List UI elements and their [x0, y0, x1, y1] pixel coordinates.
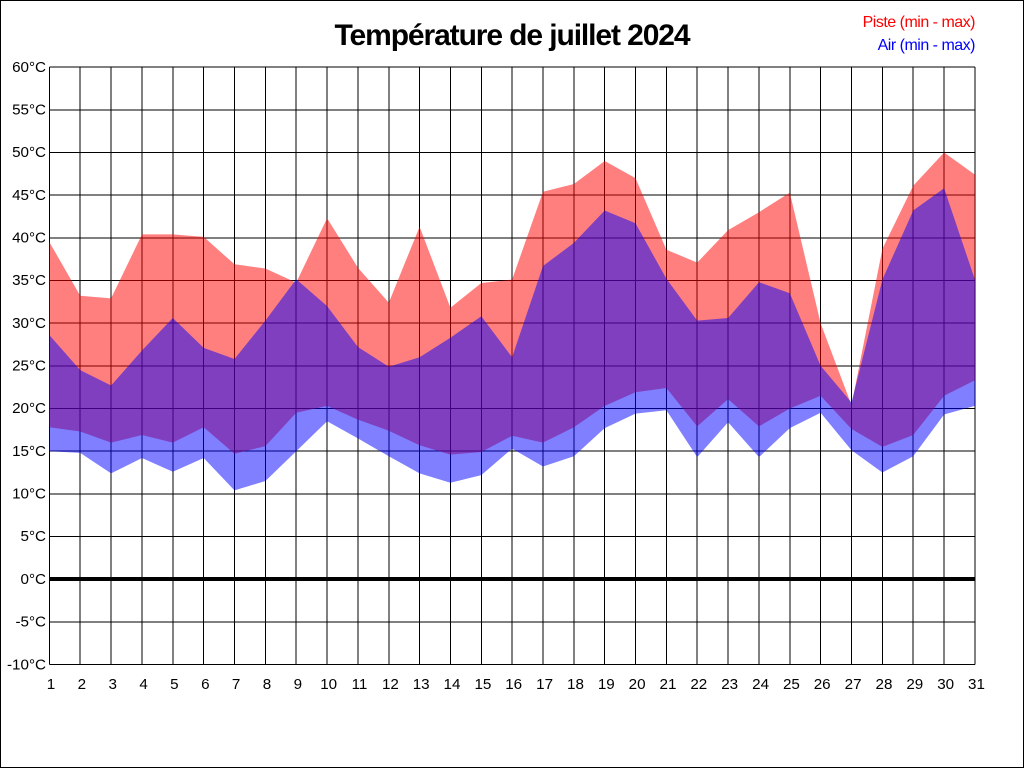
- svg-text:25: 25: [783, 676, 800, 693]
- svg-text:55°C: 55°C: [12, 102, 46, 119]
- svg-text:35°C: 35°C: [12, 272, 46, 289]
- svg-text:4: 4: [139, 676, 147, 693]
- svg-text:2: 2: [78, 676, 86, 693]
- svg-text:15: 15: [474, 676, 491, 693]
- svg-text:-5°C: -5°C: [15, 614, 46, 631]
- svg-text:17: 17: [536, 676, 553, 693]
- svg-text:40°C: 40°C: [12, 230, 46, 247]
- svg-text:19: 19: [598, 676, 615, 693]
- svg-text:25°C: 25°C: [12, 358, 46, 375]
- svg-text:10°C: 10°C: [12, 486, 46, 503]
- svg-text:31: 31: [968, 676, 985, 693]
- svg-text:27: 27: [845, 676, 862, 693]
- svg-text:7: 7: [232, 676, 240, 693]
- svg-text:14: 14: [444, 676, 461, 693]
- svg-text:30°C: 30°C: [12, 315, 46, 332]
- svg-text:8: 8: [263, 676, 271, 693]
- svg-text:16: 16: [505, 676, 522, 693]
- svg-text:22: 22: [690, 676, 707, 693]
- svg-text:1: 1: [47, 676, 55, 693]
- svg-text:28: 28: [876, 676, 893, 693]
- svg-text:5: 5: [170, 676, 178, 693]
- svg-text:Air (min - max): Air (min - max): [878, 37, 976, 54]
- svg-text:11: 11: [352, 676, 368, 693]
- svg-text:20: 20: [629, 676, 646, 693]
- svg-text:20°C: 20°C: [12, 400, 46, 417]
- svg-text:0°C: 0°C: [21, 571, 47, 588]
- svg-text:45°C: 45°C: [12, 187, 46, 204]
- svg-text:23: 23: [721, 676, 738, 693]
- svg-text:-10°C: -10°C: [7, 656, 46, 673]
- svg-text:12: 12: [382, 676, 399, 693]
- svg-text:29: 29: [906, 676, 923, 693]
- svg-text:30: 30: [937, 676, 954, 693]
- svg-text:26: 26: [814, 676, 831, 693]
- svg-text:Piste (min - max): Piste (min - max): [863, 14, 976, 31]
- svg-text:50°C: 50°C: [12, 144, 46, 161]
- svg-text:10: 10: [320, 676, 337, 693]
- svg-text:18: 18: [567, 676, 584, 693]
- svg-text:60°C: 60°C: [12, 59, 46, 76]
- svg-text:3: 3: [108, 676, 116, 693]
- svg-text:13: 13: [413, 676, 430, 693]
- svg-text:9: 9: [294, 676, 302, 693]
- svg-text:Température de juillet 2024: Température de juillet 2024: [335, 19, 691, 52]
- svg-text:15°C: 15°C: [12, 443, 46, 460]
- svg-text:24: 24: [752, 676, 769, 693]
- svg-text:21: 21: [660, 676, 677, 693]
- svg-text:6: 6: [201, 676, 209, 693]
- svg-text:5°C: 5°C: [21, 528, 47, 545]
